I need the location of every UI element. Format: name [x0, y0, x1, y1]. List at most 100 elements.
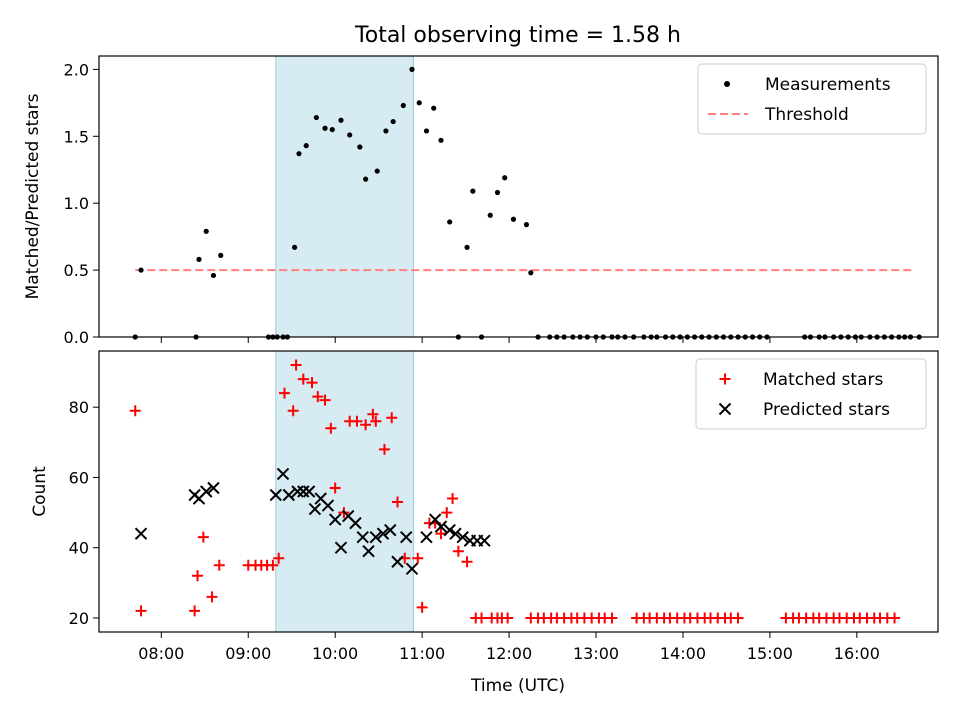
measurement-point — [494, 189, 501, 196]
measurement-point — [363, 176, 369, 182]
predicted-star-point — [356, 530, 369, 544]
predicted-star-point — [282, 488, 296, 502]
measurement-point — [431, 105, 437, 111]
legend-box — [695, 358, 927, 430]
legend-plus-swatch — [719, 373, 731, 385]
measurement-point — [487, 212, 493, 218]
top-y-axis-label: Matched/Predicted stars — [23, 93, 43, 299]
y-tick-label: 1.5 — [64, 127, 89, 146]
predicted-star-point — [291, 485, 304, 498]
measurement-point — [338, 117, 344, 123]
matched-star-point — [135, 605, 147, 617]
predicted-star-point — [308, 502, 322, 516]
predicted-star-point — [269, 488, 282, 502]
y-tick-label: 80 — [69, 398, 89, 417]
matched-star-point — [360, 419, 372, 431]
predicted-star-point — [449, 527, 462, 540]
predicted-star-point — [420, 530, 433, 544]
matched-star-point — [502, 612, 514, 624]
predicted-star-point — [376, 527, 390, 540]
predicted-star-point — [434, 520, 448, 533]
predicted-star-point — [302, 485, 316, 498]
chart-title: Total observing time = 1.58 h — [354, 23, 681, 48]
measurement-point — [409, 66, 415, 72]
matched-star-point — [447, 493, 459, 505]
matched-star-point — [435, 528, 447, 540]
measurement-point — [510, 216, 517, 222]
x-tick-label: 09:00 — [225, 644, 271, 663]
top-y-axis: 0.0 0.5 1.0 1.5 2.0 — [64, 60, 99, 347]
y-tick-label: 2.0 — [64, 60, 89, 79]
measurement-point — [416, 100, 422, 106]
matched-star-point — [386, 412, 398, 424]
top-legend: Measurements Threshold — [697, 63, 927, 135]
bottom-y-axis: 20 40 60 80 — [69, 398, 99, 628]
y-tick-label: 20 — [69, 609, 89, 628]
matched-star-point — [297, 373, 309, 385]
legend-label: Matched stars — [763, 370, 883, 390]
bottom-plot-marks — [129, 359, 901, 624]
predicted-star-point — [200, 485, 213, 498]
matched-star-point — [129, 405, 141, 417]
matched-star-point — [461, 556, 473, 568]
measurement-point — [196, 256, 202, 262]
bottom-panel: 20 40 60 80 08:00 09:00 10:00 11:00 12:00 13:00 1… — [30, 350, 939, 663]
x-tick-label: 16:00 — [834, 644, 880, 663]
matched-star-point — [287, 405, 299, 417]
matched-star-point — [732, 612, 744, 624]
measurement-point — [357, 144, 363, 150]
predicted-star-point — [276, 467, 290, 481]
matched-star-point — [197, 531, 209, 543]
x-tick-label: 11:00 — [399, 644, 445, 663]
predicted-star-point — [297, 485, 310, 498]
legend-label: Measurements — [765, 75, 891, 95]
predicted-star-point — [328, 513, 342, 526]
predicted-star-point — [405, 562, 419, 575]
measurement-point — [400, 102, 406, 109]
measurement-point — [383, 128, 389, 134]
measurement-point — [374, 168, 380, 174]
predicted-star-point — [134, 527, 148, 540]
matched-star-point — [412, 552, 424, 564]
bottom-x-axis: 08:00 09:00 10:00 11:00 12:00 13:00 14:00 15:00… — [138, 632, 880, 663]
matched-star-point — [267, 559, 279, 571]
matched-star-point — [606, 612, 618, 624]
x-tick-label: 10:00 — [312, 644, 358, 663]
bottom-legend: Matched stars Predicted stars — [695, 358, 927, 430]
legend-dot-swatch — [724, 81, 730, 87]
matched-star-point — [378, 443, 390, 455]
top-panel: 0.00.51.01.52.0 Matched/Predicted stars … — [23, 55, 939, 347]
matched-star-point — [325, 422, 337, 434]
measurement-point — [313, 114, 319, 121]
measurement-point — [218, 252, 224, 258]
matched-star-point — [392, 496, 404, 508]
matched-star-point — [192, 570, 204, 582]
measurement-point — [203, 228, 209, 234]
matched-star-point — [441, 507, 453, 519]
x-tick-label: 13:00 — [573, 644, 619, 663]
measurement-point — [390, 118, 396, 125]
x-tick-label: 08:00 — [138, 644, 184, 663]
bottom-y-axis-label: Count — [30, 466, 50, 517]
matched-star-point — [213, 559, 225, 571]
matched-star-point — [290, 359, 302, 371]
measurement-point — [438, 137, 444, 143]
predicted-star-point — [349, 516, 362, 530]
matched-star-point — [312, 391, 324, 403]
y-tick-label: 0.5 — [64, 261, 89, 280]
y-tick-label: 40 — [69, 539, 89, 558]
predicted-star-point — [321, 499, 335, 512]
measurement-point — [502, 175, 508, 181]
y-tick-label: 60 — [69, 468, 89, 487]
measurement-point — [303, 143, 309, 149]
matched-star-point — [889, 612, 901, 624]
matched-star-point — [206, 591, 218, 603]
predicted-star-point — [362, 545, 375, 558]
matched-star-point — [351, 415, 363, 427]
y-tick-label: 0.0 — [64, 328, 89, 347]
bottom-plot-frame — [98, 350, 939, 633]
legend-x-swatch — [718, 402, 732, 416]
matched-star-point — [476, 612, 488, 624]
measurement-point — [423, 128, 430, 134]
